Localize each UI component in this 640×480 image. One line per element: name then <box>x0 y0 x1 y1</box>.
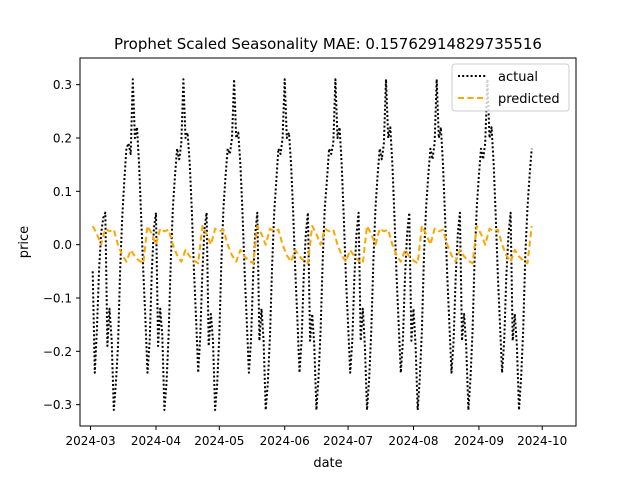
series-line-predicted <box>91 225 533 265</box>
y-tick-label: −0.2 <box>43 345 72 359</box>
x-tick-label: 2024-03 <box>65 434 115 448</box>
x-tick-label: 2024-07 <box>323 434 373 448</box>
y-tick-label: 0.2 <box>53 132 72 146</box>
x-tick-label: 2024-08 <box>388 434 438 448</box>
x-axis-label: date <box>313 456 342 471</box>
legend-box <box>451 63 570 112</box>
x-tick-label: 2024-10 <box>517 434 567 448</box>
legend-predicted-label: predicted <box>498 92 560 107</box>
y-tick-label: 0.1 <box>53 185 72 199</box>
x-tick-label: 2024-05 <box>194 434 244 448</box>
legend-actual-label: actual <box>498 70 538 85</box>
x-tick-label: 2024-06 <box>260 434 310 448</box>
y-tick-label: −0.3 <box>43 398 72 412</box>
y-axis-label: price <box>17 226 32 258</box>
y-tick-label: 0.3 <box>53 78 72 92</box>
plot-frame <box>79 57 577 427</box>
y-tick-label: 0.0 <box>53 238 72 252</box>
x-tick-label: 2024-04 <box>131 434 181 448</box>
series-layer <box>91 78 533 411</box>
x-axis-ticks: 2024-03 2024-04 2024-05 2024-06 2024-07 2024-… <box>65 426 567 448</box>
y-axis-ticks: −0.3 −0.2 −0.1 0.0 0.1 0.2 0.3 <box>43 78 80 412</box>
chart-title: Prophet Scaled Seasonality MAE: 0.157629… <box>114 35 542 53</box>
legend: actual predicted <box>451 63 570 112</box>
y-tick-label: −0.1 <box>43 292 72 306</box>
x-tick-label: 2024-09 <box>454 434 504 448</box>
